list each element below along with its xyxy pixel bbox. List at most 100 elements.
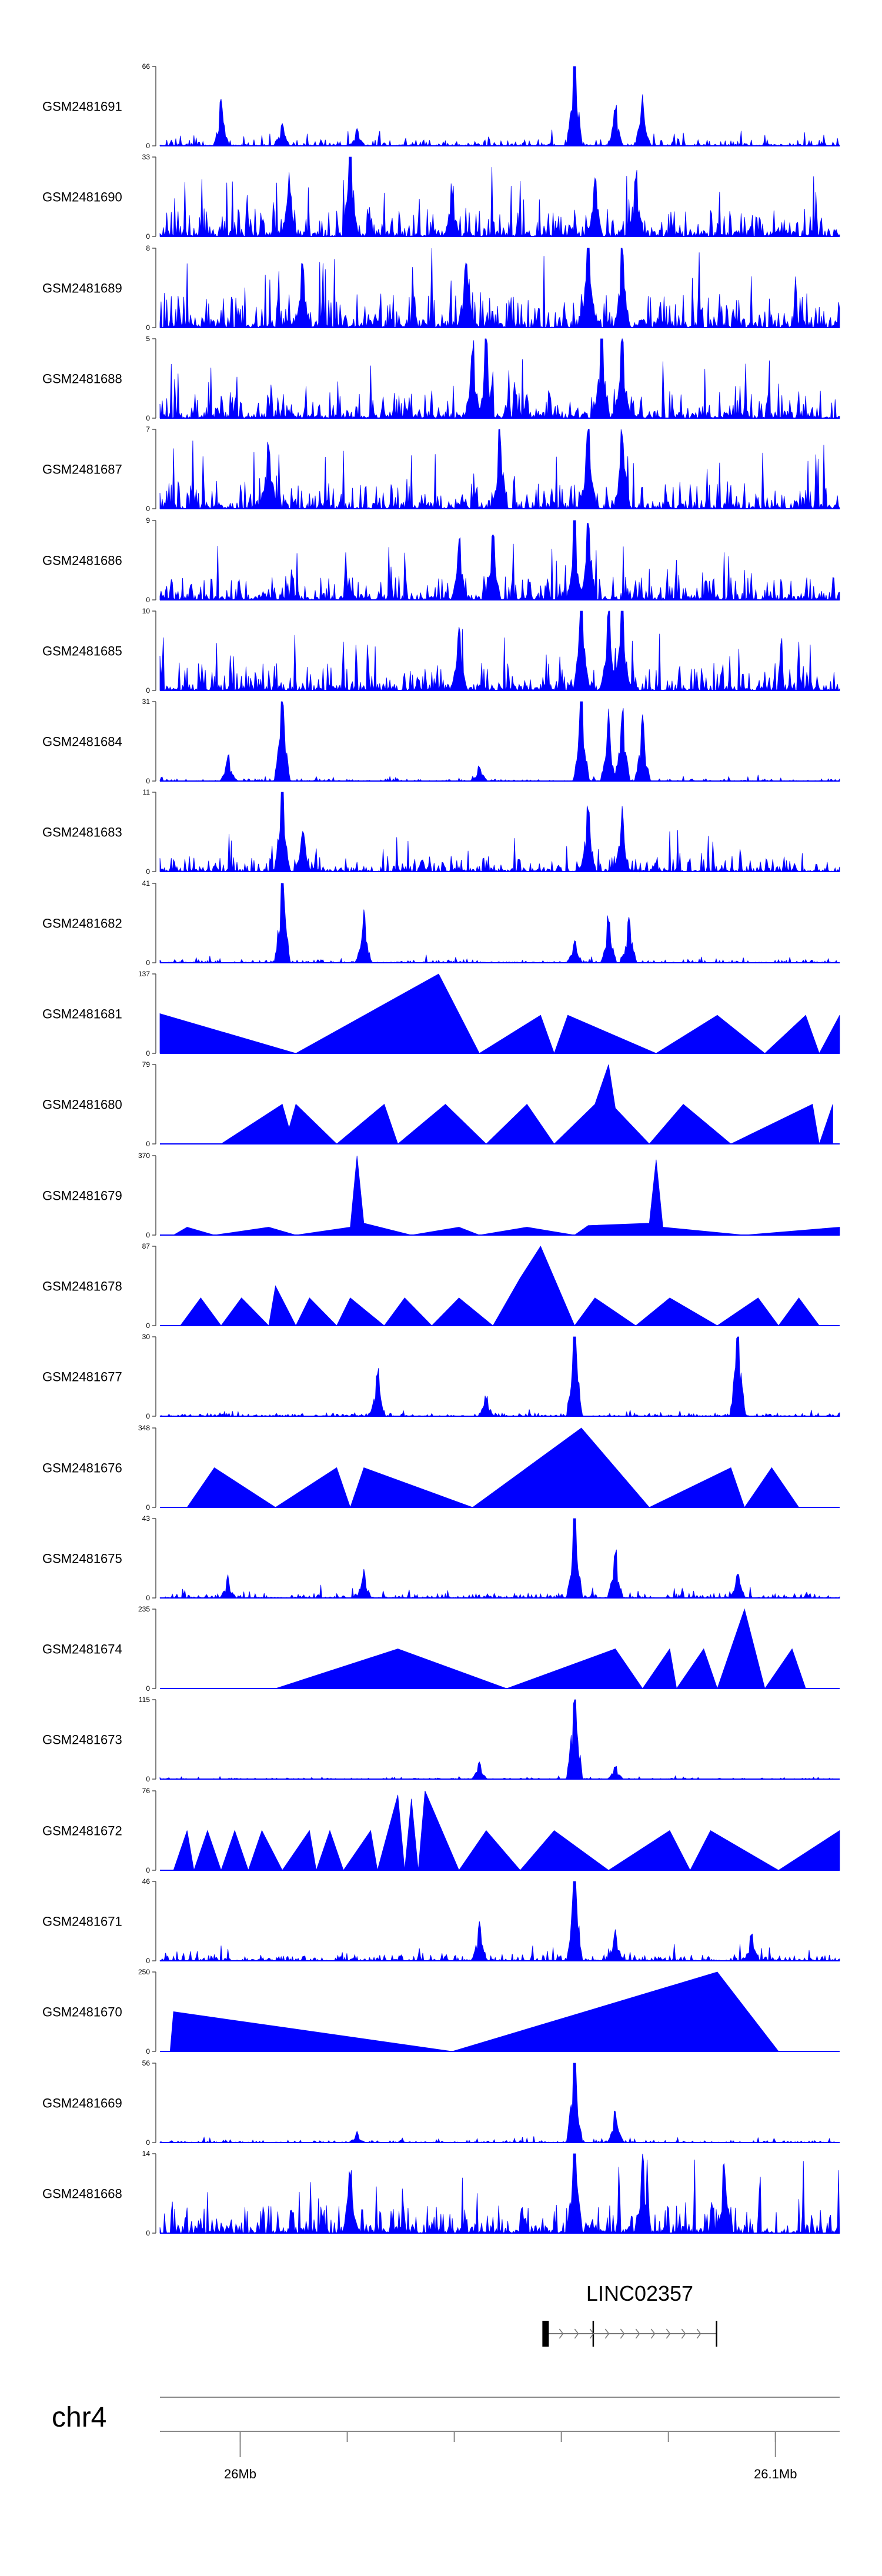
strand-arrow (681, 2328, 686, 2339)
y-min-label: 0 (146, 777, 150, 785)
coverage-signal (173, 1790, 840, 1871)
y-min-label: 0 (146, 1503, 150, 1511)
track-label: GSM2481690 (42, 190, 122, 205)
coverage-signal (179, 1246, 820, 1326)
coverage-signal (159, 429, 840, 510)
strand-arrow (696, 2328, 701, 2339)
coverage-signal (169, 1971, 779, 2052)
track-label: GSM2481683 (42, 825, 122, 840)
coverage-signal (159, 1881, 840, 1962)
y-max-label: 7 (146, 425, 150, 433)
track-label: GSM2481688 (42, 372, 122, 386)
track-GSM2481677: GSM2481677 30 0 (42, 1333, 840, 1420)
y-min-label: 0 (146, 414, 150, 422)
coverage-signal (159, 520, 840, 601)
track-label: GSM2481682 (42, 916, 122, 931)
y-max-label: 115 (139, 1696, 150, 1704)
track-GSM2481679: GSM2481679 370 0 (42, 1152, 840, 1239)
gene-name-label: LINC02357 (586, 2281, 693, 2305)
y-min-label: 0 (146, 596, 150, 604)
y-min-label: 0 (146, 1684, 150, 1693)
coverage-signal (186, 1427, 800, 1509)
coverage-signal (159, 1336, 840, 1417)
axis-tick-label: 26.1Mb (754, 2467, 797, 2481)
coverage-signal (159, 338, 840, 419)
y-max-label: 370 (138, 1152, 150, 1160)
track-GSM2481675: GSM2481675 43 0 (42, 1514, 840, 1602)
strand-arrow (650, 2328, 656, 2339)
track-label: GSM2481678 (42, 1279, 122, 1294)
y-max-label: 66 (142, 62, 151, 71)
y-min-label: 0 (146, 1140, 150, 1148)
y-max-label: 348 (138, 1424, 150, 1432)
coverage-signal (220, 1064, 833, 1144)
track-GSM2481687: GSM2481687 7 0 (42, 425, 840, 513)
y-min-label: 0 (146, 1049, 150, 1057)
y-min-label: 0 (146, 323, 150, 332)
track-GSM2481680: GSM2481680 79 0 (42, 1060, 840, 1148)
track-label: GSM2481685 (42, 644, 122, 659)
track-GSM2481674: GSM2481674 235 0 (42, 1605, 840, 1693)
y-min-label: 0 (146, 2138, 150, 2147)
y-max-label: 8 (146, 244, 150, 252)
y-min-label: 0 (146, 686, 150, 695)
track-label: GSM2481673 (42, 1733, 122, 1747)
gene-exon-start (542, 2321, 549, 2347)
coverage-signal (159, 2153, 840, 2234)
track-GSM2481676: GSM2481676 348 0 (42, 1424, 840, 1511)
coverage-signal (172, 1155, 840, 1236)
y-min-label: 0 (146, 1775, 150, 1783)
track-GSM2481684: GSM2481684 31 0 (42, 698, 840, 785)
track-label: GSM2481676 (42, 1461, 122, 1476)
track-GSM2481689: GSM2481689 8 0 (42, 244, 840, 332)
strand-arrow (589, 2328, 594, 2339)
track-GSM2481673: GSM2481673 115 0 (42, 1696, 840, 1783)
coverage-signal (159, 973, 840, 1055)
y-max-label: 11 (143, 788, 151, 796)
track-label: GSM2481674 (42, 1642, 122, 1657)
y-max-label: 250 (138, 1968, 150, 1976)
track-GSM2481691: GSM2481691 66 0 (42, 62, 840, 150)
y-max-label: 9 (146, 516, 150, 525)
coverage-signal (159, 792, 840, 873)
track-label: GSM2481671 (42, 1914, 122, 1929)
track-GSM2481669: GSM2481669 56 0 (42, 2059, 840, 2147)
track-label: GSM2481687 (42, 462, 122, 477)
track-GSM2481670: GSM2481670 250 0 (42, 1968, 840, 2056)
y-min-label: 0 (146, 232, 150, 241)
y-min-label: 0 (146, 959, 150, 967)
track-GSM2481681: GSM2481681 137 0 (42, 970, 840, 1057)
coverage-signal (159, 610, 840, 692)
tracks-group: GSM2481691660GSM2481690330GSM248168980GS… (42, 62, 840, 2237)
track-label: GSM2481675 (42, 1551, 122, 1566)
y-min-label: 0 (146, 2229, 150, 2237)
y-max-label: 5 (146, 335, 150, 343)
y-max-label: 31 (142, 698, 151, 706)
track-GSM2481678: GSM2481678 87 0 (42, 1242, 840, 1330)
axis-tick-label: 26Mb (224, 2467, 256, 2481)
track-label: GSM2481680 (42, 1097, 122, 1112)
y-max-label: 235 (138, 1605, 150, 1613)
coverage-signal (159, 156, 840, 238)
y-min-label: 0 (146, 1412, 150, 1420)
track-label: GSM2481677 (42, 1370, 122, 1384)
coverage-signal (159, 701, 840, 782)
y-min-label: 0 (146, 505, 150, 513)
coverage-signal (275, 1608, 806, 1690)
coverage-signal (159, 1518, 840, 1599)
track-GSM2481671: GSM2481671 46 0 (42, 1877, 840, 1965)
track-label: GSM2481689 (42, 281, 122, 296)
track-GSM2481690: GSM2481690 33 0 (42, 153, 840, 241)
strand-arrow (559, 2328, 564, 2339)
track-GSM2481688: GSM2481688 5 0 (42, 335, 840, 422)
y-max-label: 43 (142, 1514, 151, 1523)
track-GSM2481672: GSM2481672 76 0 (42, 1787, 840, 1874)
track-label: GSM2481669 (42, 2096, 122, 2111)
y-min-label: 0 (146, 142, 150, 150)
y-min-label: 0 (146, 2047, 150, 2056)
coverage-signal (159, 883, 840, 964)
track-GSM2481685: GSM2481685 10 0 (42, 607, 840, 695)
y-min-label: 0 (146, 1957, 150, 1965)
y-min-label: 0 (146, 1231, 150, 1239)
